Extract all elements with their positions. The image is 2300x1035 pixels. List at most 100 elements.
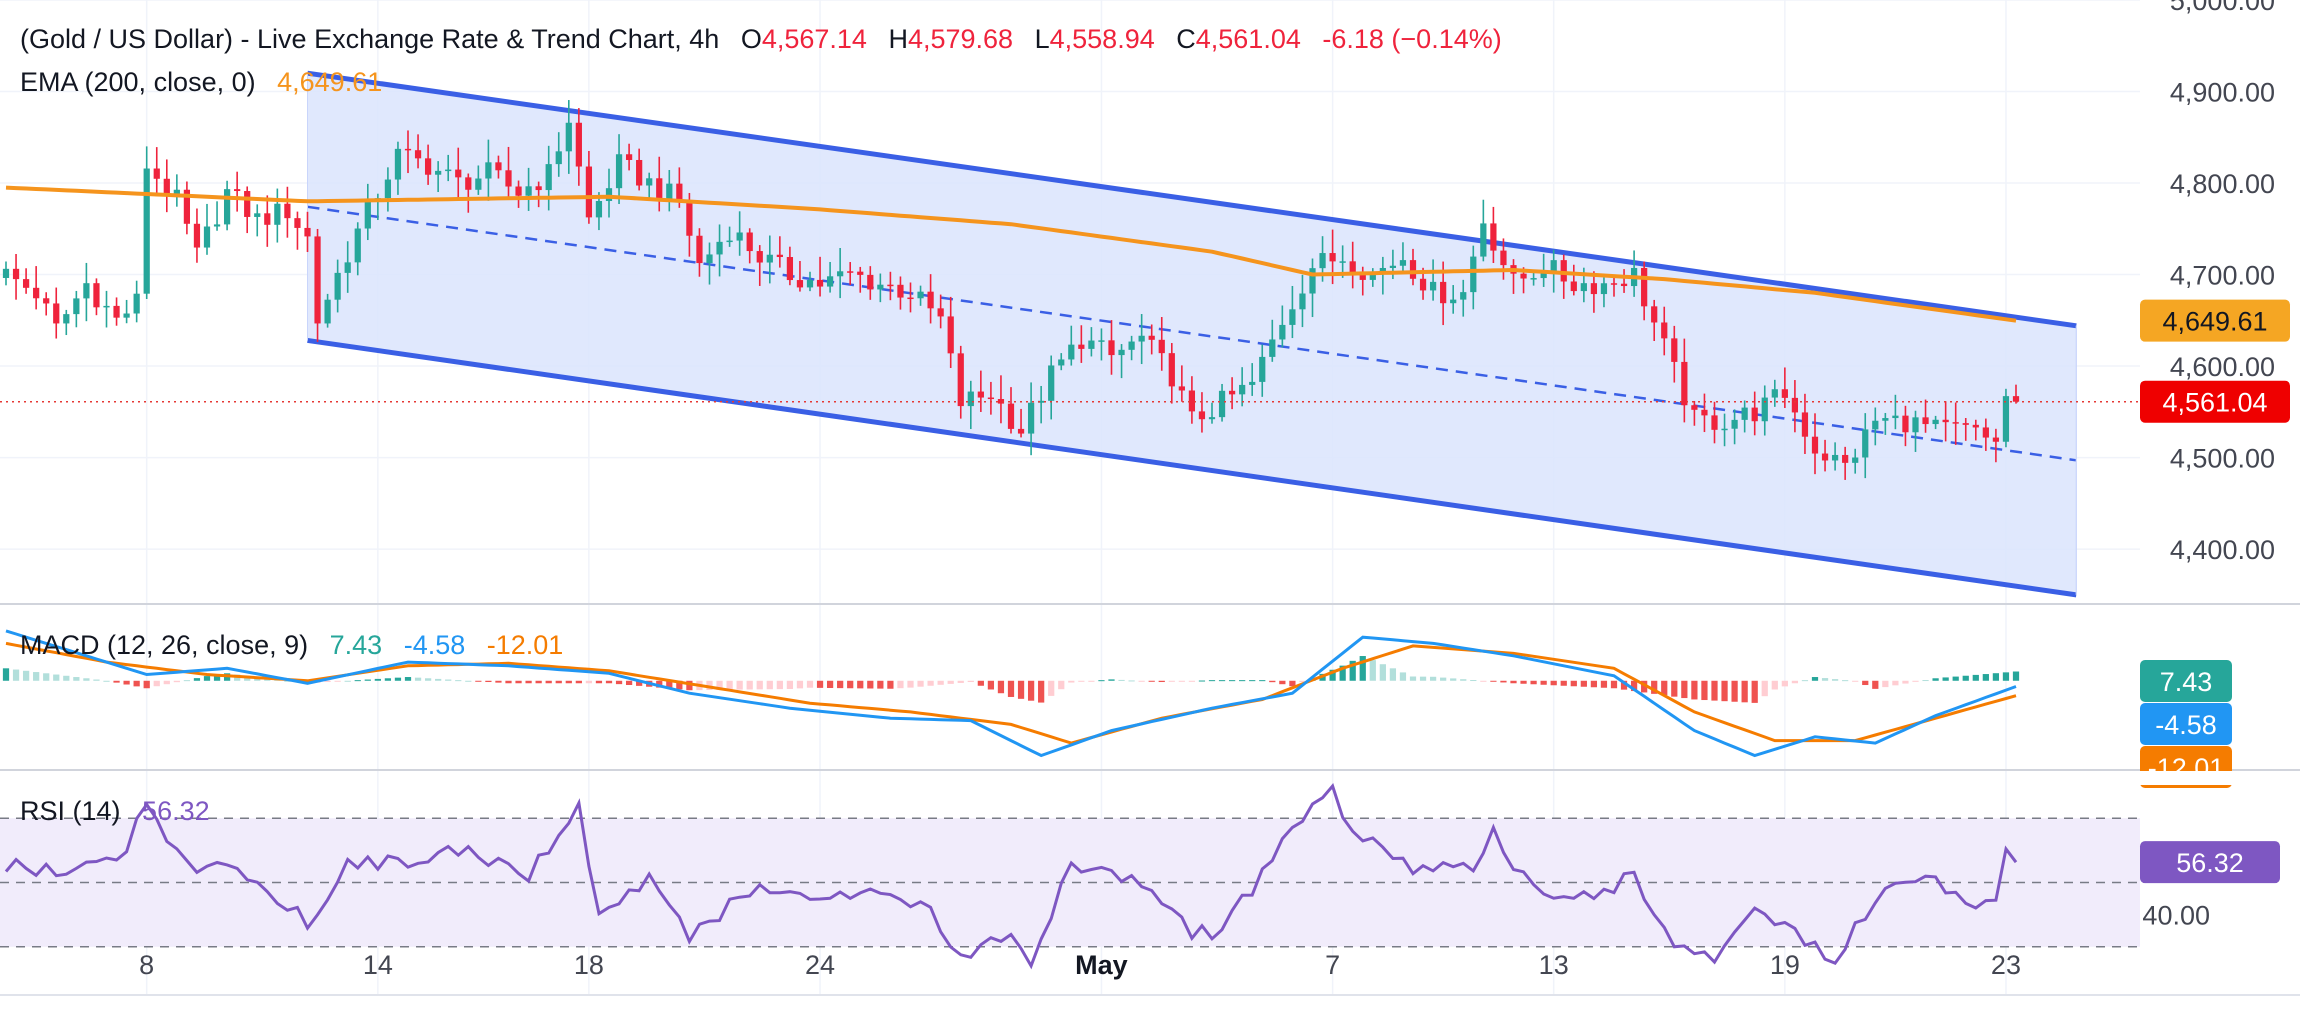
ohlc-close-value: 4,561.04 <box>1196 24 1301 54</box>
macd-hist-bar <box>33 672 40 681</box>
svg-text:4,649.61: 4,649.61 <box>2162 307 2267 337</box>
macd-hist-bar <box>1801 680 1809 682</box>
price-axis-tick-label: 4,400.00 <box>2170 535 2275 565</box>
candle <box>1852 448 1859 474</box>
candle <box>1892 394 1899 430</box>
macd-hist-bar <box>706 680 713 690</box>
macd-hist-bar <box>565 680 572 684</box>
candle <box>887 271 894 301</box>
macd-hist-bar <box>445 679 452 681</box>
ema-legend-value: 4,649.61 <box>277 67 382 97</box>
candle <box>1138 314 1145 365</box>
macd-line <box>5 629 2017 758</box>
macd-hist-bar <box>1369 660 1376 681</box>
candle <box>284 186 291 238</box>
macd-hist-bar <box>2002 672 2010 681</box>
candle <box>1239 367 1246 407</box>
ema-value-badge: 4,649.61 <box>2140 299 2290 342</box>
macd-hist-bar <box>877 680 884 689</box>
candle <box>33 266 40 310</box>
candle <box>22 268 30 294</box>
candle <box>1811 413 1819 475</box>
svg-text:7.43: 7.43 <box>2160 667 2213 697</box>
macd-hist-bar <box>1480 680 1487 682</box>
candle <box>515 180 522 208</box>
macd-hist-bar <box>1239 680 1246 682</box>
ohlc-open-label: O <box>741 24 762 54</box>
macd-hist-bar <box>1540 680 1547 685</box>
candle <box>123 299 130 324</box>
candle <box>837 247 844 299</box>
candle <box>696 228 703 277</box>
rsi-series-line <box>4 782 2018 970</box>
macd-hist-bar <box>1429 676 1437 681</box>
candle <box>1701 393 1708 433</box>
candle <box>1560 254 1567 299</box>
candle <box>364 183 371 241</box>
macd-hist-bar <box>907 680 914 688</box>
macd-hist-bar <box>625 680 633 686</box>
macd-legend: MACD (12, 26, close, 9) 7.43 -4.58 -12.0… <box>20 630 563 660</box>
macd-legend-signal: -12.01 <box>487 630 564 660</box>
macd-hist-bar <box>686 680 693 691</box>
macd-hist-bar <box>485 680 492 683</box>
time-axis-tick-label: 14 <box>363 950 393 980</box>
candle <box>1661 306 1668 356</box>
candle <box>314 228 321 342</box>
candle <box>1450 285 1457 314</box>
candle <box>716 224 723 277</box>
macd-hist-bar <box>736 680 743 690</box>
candle <box>1118 344 1125 379</box>
macd-hist-bar <box>113 680 120 683</box>
macd-histogram <box>2 656 2020 703</box>
candle <box>1741 400 1748 433</box>
macd-hist-bar <box>575 680 582 684</box>
candle <box>73 290 80 328</box>
candle <box>1409 248 1417 286</box>
svg-text:-4.58: -4.58 <box>2155 710 2217 740</box>
macd-hist-bar <box>12 669 20 681</box>
price-axis-tick-label: 4,500.00 <box>2170 444 2275 474</box>
macd-hist-bar <box>1932 678 1939 681</box>
candle <box>193 208 201 263</box>
macd-hist-bar <box>636 680 643 686</box>
macd-hist-bar <box>1952 676 1959 681</box>
candle <box>143 146 150 300</box>
candle <box>726 226 733 247</box>
candle <box>153 147 160 194</box>
candle <box>1480 199 1487 262</box>
macd-hist-bar <box>1570 680 1577 687</box>
macd-hist-bar <box>1038 680 1045 703</box>
ohlc-close-label: C <box>1176 24 1196 54</box>
candle <box>455 147 462 200</box>
candle <box>334 259 341 313</box>
candle <box>1641 261 1648 321</box>
macd-hist-bar <box>1651 680 1658 694</box>
macd-hist-bar <box>1942 677 1949 681</box>
macd-hist-bar <box>1409 676 1417 681</box>
candle <box>555 132 562 177</box>
macd-hist-bar <box>1882 680 1889 688</box>
candle <box>1058 353 1065 371</box>
macd-hist-bar <box>806 680 814 688</box>
candle <box>867 266 874 300</box>
macd-hist-bar <box>676 680 683 690</box>
time-axis-tick-label: 8 <box>139 950 154 980</box>
macd-hist-bar <box>213 674 221 681</box>
candle <box>1068 325 1075 366</box>
candle <box>1771 379 1778 407</box>
macd-hist-bar <box>1460 679 1467 681</box>
candle <box>535 181 542 208</box>
macd-hist-bar <box>1771 680 1778 690</box>
macd-hist-bar <box>867 680 874 689</box>
candle <box>967 380 974 430</box>
macd-hist-bar <box>1671 680 1678 697</box>
macd-hist-bar <box>1741 680 1748 703</box>
macd-hist-bar <box>284 680 291 682</box>
candle <box>1007 387 1015 434</box>
price-axis-tick-label: 4,800.00 <box>2170 169 2275 199</box>
macd-hist-bar <box>1580 680 1587 687</box>
rsi-axis-tick-label: 40.00 <box>2142 901 2210 931</box>
